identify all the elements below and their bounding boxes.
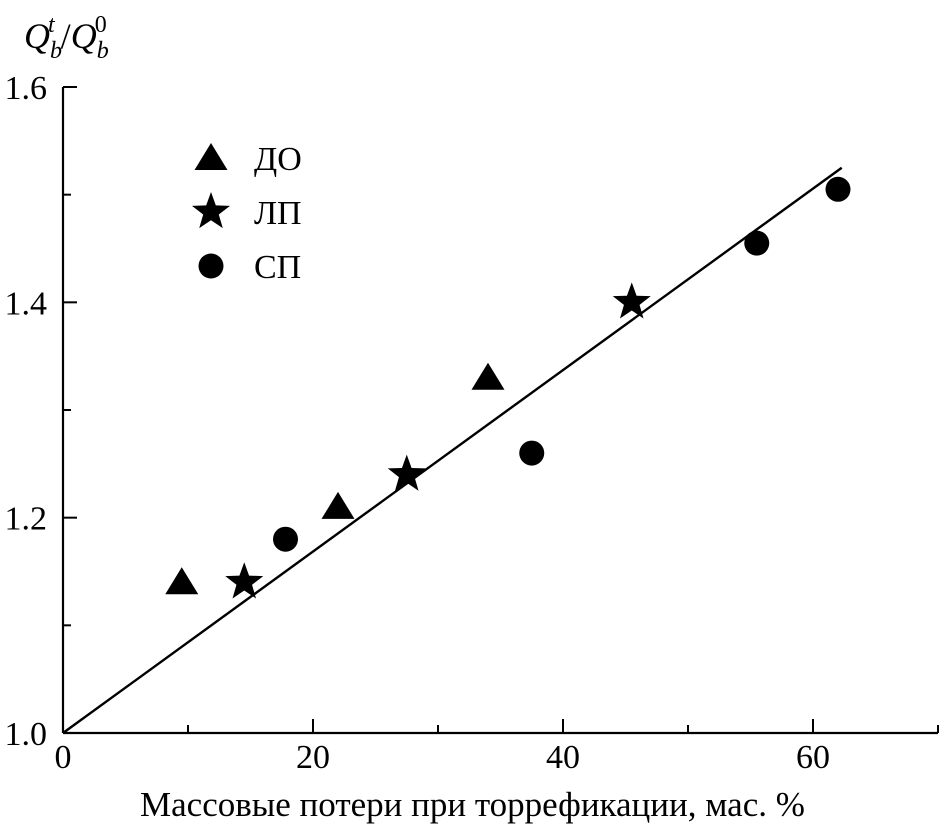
legend-label: ЛП — [254, 195, 302, 232]
legend-marker-circle — [198, 253, 224, 279]
y-tick-label: 1.6 — [5, 70, 48, 107]
fit-line — [62, 166, 843, 734]
data-point-star — [225, 562, 264, 599]
data-point-star — [612, 282, 651, 319]
data-point-circle — [519, 440, 545, 466]
x-tick-label: 20 — [296, 739, 330, 776]
y-tick-label: 1.0 — [5, 716, 48, 753]
legend-label: ДО — [254, 141, 302, 178]
x-tick-label: 0 — [55, 739, 72, 776]
data-point-circle — [273, 526, 298, 552]
x-axis-label: Массовые потери при торрефикации, мас. % — [140, 785, 805, 824]
y-tick-label: 1.2 — [5, 501, 48, 538]
y-axis-label: Qbt/Qb0 — [24, 12, 109, 64]
data-point-circle — [744, 230, 770, 256]
data-point-triangle — [471, 362, 505, 390]
legend-marker-star — [191, 192, 231, 229]
axes — [61, 87, 938, 735]
data-points — [165, 176, 851, 599]
legend-marker-triangle — [194, 143, 228, 170]
y-tick-label: 1.4 — [5, 285, 48, 322]
x-tick-label: 60 — [796, 739, 830, 776]
fit-line-group — [62, 166, 843, 734]
data-point-circle — [825, 176, 851, 202]
data-point-star — [387, 454, 426, 491]
legend: ДО ЛП СП — [191, 141, 302, 286]
x-tick-label: 40 — [546, 739, 580, 776]
data-point-triangle — [321, 491, 355, 519]
ticks: 0 20 40 60 1.0 1.2 1.4 1.6 — [5, 70, 939, 776]
legend-label: СП — [254, 249, 301, 286]
data-point-triangle — [165, 567, 199, 595]
